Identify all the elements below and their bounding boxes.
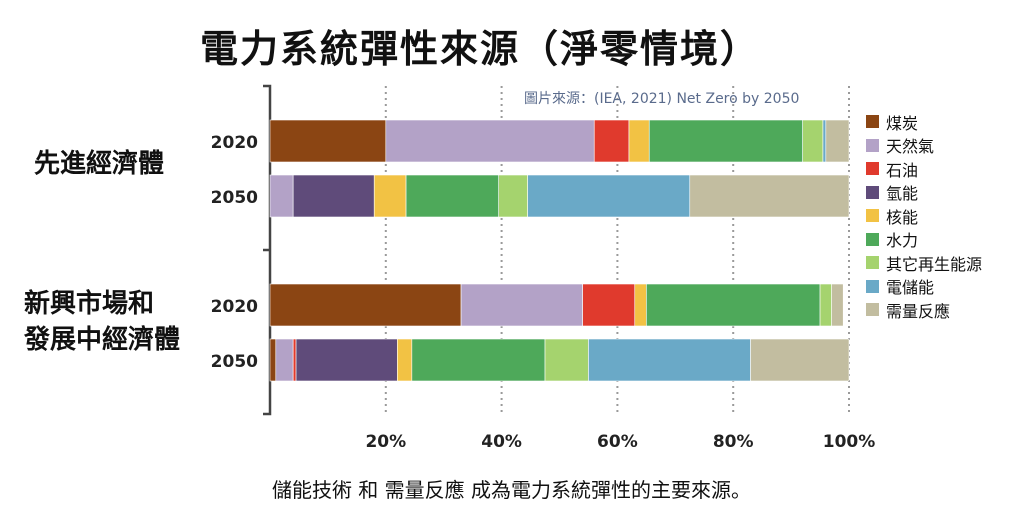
bar-segment: 水力 2020: 26.5	[648, 119, 803, 163]
bar-segment: 其它再生能源 2050: 5	[498, 174, 528, 218]
bar-segment: 核能 2050: 2.5	[397, 338, 413, 382]
legend-swatch	[866, 185, 879, 199]
group-label-line: 發展中經濟體	[24, 325, 181, 355]
legend-label: 需量反應	[886, 301, 951, 321]
bar-segment: 其它再生能源 2050: 7.5	[544, 338, 589, 382]
legend-label: 石油	[886, 160, 919, 180]
bar-segment: 氫能 2050: 14	[292, 174, 375, 218]
legend-item: 需量反應	[866, 298, 982, 322]
legend-swatch	[866, 115, 879, 129]
y-axis-line	[263, 84, 272, 416]
bar-segment: 石油 2050: 0.5	[292, 338, 297, 382]
x-tick-label: 20%	[365, 432, 406, 452]
chart-title: 電力系統彈性來源（淨零情境）	[199, 27, 760, 71]
bar-segment: 需量反應 2020: 4	[825, 119, 850, 163]
bar-segment: 天然氣 2020: 21	[460, 283, 583, 327]
legend-item: 核能	[866, 204, 982, 228]
legend-item: 水力	[866, 228, 982, 252]
bar-segment: 核能 2020: 2	[634, 283, 647, 327]
legend-label: 天然氣	[886, 137, 935, 157]
category-tick-label: 2050	[211, 352, 258, 372]
x-tick-label: 60%	[597, 432, 638, 452]
bar-segment: 天然氣 2050: 3	[275, 338, 294, 382]
x-tick-label: 80%	[713, 432, 754, 452]
legend: 煤炭天然氣石油氫能核能水力其它再生能源 電儲能需量反應	[866, 110, 982, 322]
bar-segment: 水力 2050: 23	[411, 338, 546, 382]
bar-segment: 其它再生能源 2020: 3.5	[802, 119, 824, 163]
legend-swatch	[866, 138, 879, 152]
bar-segment: 水力 2020: 30	[646, 283, 821, 327]
x-tick-label: 40%	[481, 432, 522, 452]
caption: 儲能技術 和 需量反應 成為電力系統彈性的主要來源。	[271, 478, 752, 502]
legend-item: 石油	[866, 157, 982, 181]
bar-segment: 電儲能 2050: 28	[588, 338, 751, 382]
bar-segment: 核能 2050: 5.5	[373, 174, 407, 218]
legend-swatch	[866, 162, 879, 176]
bar-segment: 煤炭 2020: 33	[269, 283, 462, 327]
bar-segment: 天然氣 2050: 4	[269, 174, 294, 218]
group-label-line: 先進經濟體	[34, 149, 165, 179]
bar-segment: 石油 2020: 9	[582, 283, 636, 327]
bar-segment: 煤炭 2020: 20	[269, 119, 387, 163]
bars: 煤炭 2020: 20天然氣 2020: 36石油 2020: 6核能 2020…	[269, 119, 850, 382]
legend-swatch	[866, 232, 879, 246]
bar-segment: 需量反應 2050: 17	[750, 338, 850, 382]
bar-segment: 氫能 2050: 17.5	[295, 338, 398, 382]
category-tick-label: 2050	[211, 188, 258, 208]
legend-swatch	[866, 303, 879, 317]
legend-swatch	[866, 279, 879, 293]
legend-label: 核能	[886, 207, 919, 227]
bar-segment: 電儲能 2050: 28	[527, 174, 691, 218]
group-label-emerging: 新興市場和 發展中經濟體	[24, 286, 180, 358]
legend-swatch	[866, 209, 879, 223]
legend-swatch	[866, 256, 879, 270]
legend-label: 電儲能	[886, 278, 935, 298]
legend-item: 電儲能	[866, 275, 982, 299]
legend-item: 氫能	[866, 181, 982, 205]
bar-segment: 需量反應 2020: 2	[831, 283, 844, 327]
legend-item: 煤炭	[866, 110, 982, 134]
legend-label: 煤炭	[886, 113, 919, 133]
bar-segment: 水力 2050: 16	[405, 174, 500, 218]
axis-labels: 2020 2050 2020 2050 20% 40% 60% 80% 100%	[211, 133, 876, 452]
legend-label: 水力	[886, 231, 919, 251]
legend-label: 其它再生能源	[886, 254, 983, 274]
source-note: 圖片來源：(IEA, 2021) Net Zero by 2050	[524, 91, 799, 107]
legend-item: 其它再生能源	[866, 251, 982, 275]
bar-segment: 電儲能 2020: 0.5	[822, 119, 827, 163]
group-label-line: 新興市場和	[24, 289, 155, 319]
bar-segment: 天然氣 2020: 36	[385, 119, 595, 163]
bar-segment: 煤炭 2050: 1	[269, 338, 277, 382]
bar-segment: 其它再生能源 2020: 2	[819, 283, 832, 327]
axes	[263, 84, 272, 416]
bar-segment: 核能 2020: 3.5	[628, 119, 650, 163]
category-tick-label: 2020	[211, 133, 258, 153]
group-label-advanced: 先進經濟體	[34, 146, 164, 182]
legend-label: 氫能	[886, 184, 919, 204]
legend-item: 天然氣	[866, 134, 982, 158]
bar-segment: 石油 2020: 6	[593, 119, 630, 163]
category-tick-label: 2020	[211, 297, 258, 317]
x-tick-label: 100%	[823, 432, 876, 452]
bar-segment: 需量反應 2050: 27.5	[689, 174, 850, 218]
